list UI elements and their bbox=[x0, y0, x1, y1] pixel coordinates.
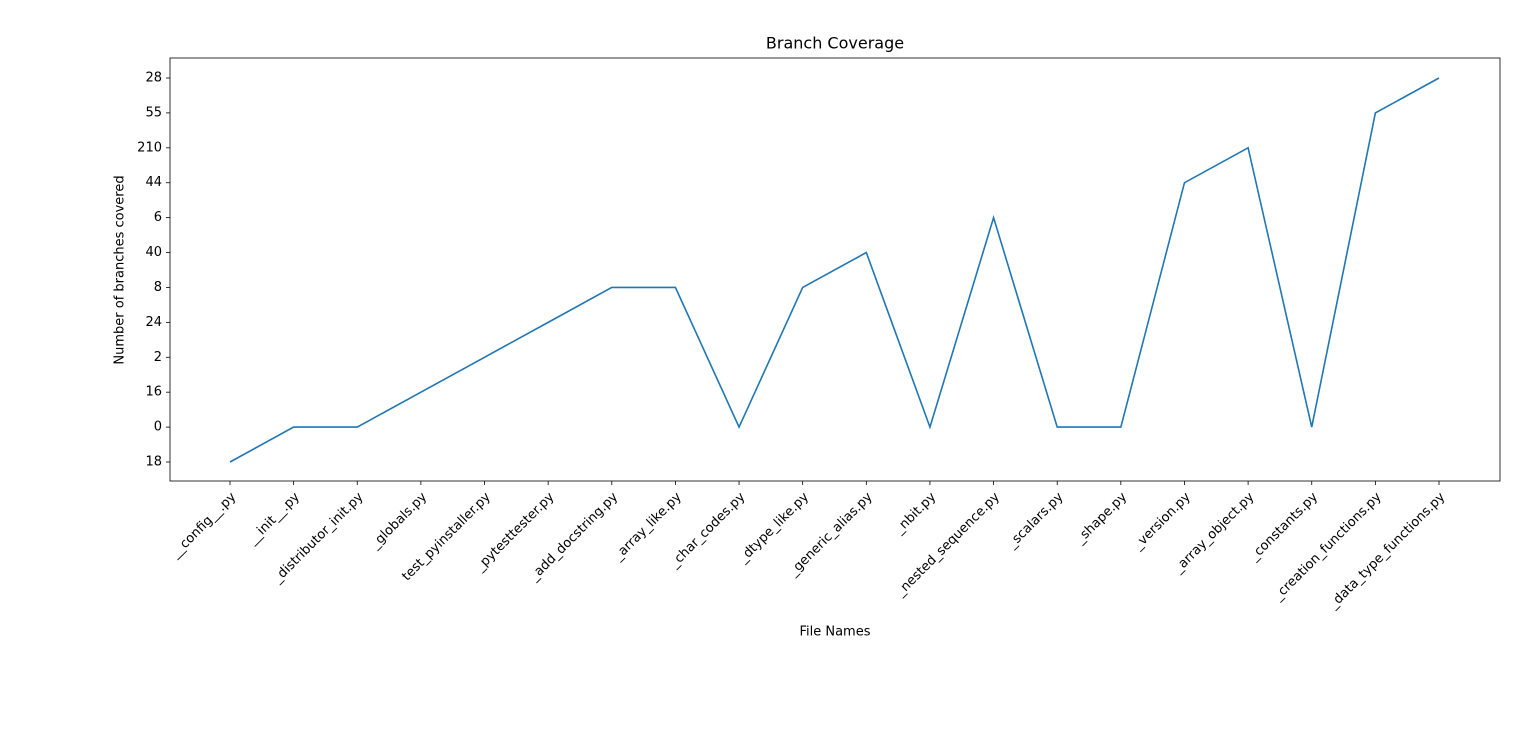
y-axis-label: Number of branches covered bbox=[113, 175, 128, 364]
y-tick-label: 8 bbox=[154, 280, 162, 295]
y-tick-label: 0 bbox=[154, 420, 162, 435]
x-axis-label: File Names bbox=[799, 625, 870, 640]
y-tick-label: 44 bbox=[145, 175, 162, 190]
y-tick-label: 16 bbox=[145, 385, 162, 400]
y-tick-label: 6 bbox=[154, 210, 162, 225]
y-tick-label: 28 bbox=[145, 71, 162, 86]
y-tick-label: 24 bbox=[145, 315, 162, 330]
y-tick-label: 210 bbox=[137, 140, 162, 155]
line-series bbox=[229, 77, 1440, 463]
y-tick-label: 18 bbox=[145, 455, 162, 470]
plot-frame bbox=[169, 57, 1501, 482]
chart-title: Branch Coverage bbox=[766, 34, 904, 53]
y-tick-label: 40 bbox=[145, 245, 162, 260]
y-tick-label: 55 bbox=[145, 105, 162, 120]
y-tick-label: 2 bbox=[154, 350, 162, 365]
